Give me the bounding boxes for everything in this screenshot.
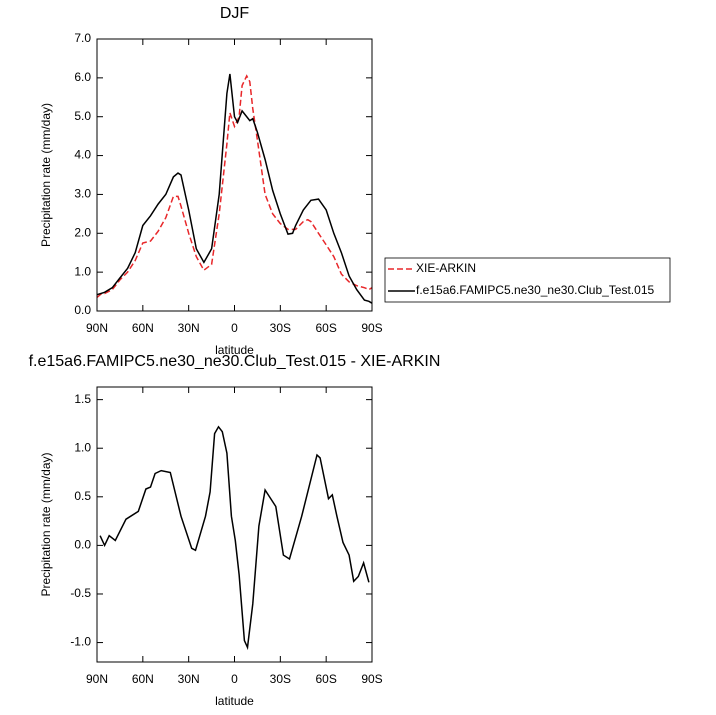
y-tick-label: -1.0 xyxy=(70,635,91,649)
data-line xyxy=(96,73,373,304)
y-tick-label: 4.0 xyxy=(74,148,91,162)
y-tick-label: 0.0 xyxy=(74,538,91,552)
x-tick-label: 60S xyxy=(315,321,336,335)
y-tick-label: 7.0 xyxy=(74,31,91,45)
x-axis-label: latitude xyxy=(215,694,254,708)
x-tick-label: 90N xyxy=(86,321,108,335)
legend-label: XIE-ARKIN xyxy=(416,261,476,275)
x-tick-label: 30S xyxy=(270,321,291,335)
y-axis-label: Precipitation rate (mm/day) xyxy=(39,103,53,247)
y-tick-label: 0.0 xyxy=(74,303,91,317)
plot-frame xyxy=(96,38,373,312)
x-tick-label: 60N xyxy=(132,672,154,686)
y-tick-label: 2.0 xyxy=(74,225,91,239)
y-tick-label: 6.0 xyxy=(74,70,91,84)
x-tick-label: 30N xyxy=(178,672,200,686)
chart-title: f.e15a6.FAMIPC5.ne30_ne30.Club_Test.015 … xyxy=(29,353,441,370)
data-line xyxy=(96,74,373,298)
chart-title: DJF xyxy=(220,5,250,22)
x-tick-label: 90S xyxy=(361,672,382,686)
y-axis-label: Precipitation rate (mm/day) xyxy=(39,452,53,596)
panel: DJF latitude Precipitation rate (mm/day) 90… xyxy=(39,5,671,357)
y-tick-label: 0.5 xyxy=(74,489,91,503)
y-tick-label: 1.5 xyxy=(74,392,91,406)
x-tick-label: 0 xyxy=(231,672,238,686)
x-tick-label: 0 xyxy=(231,321,238,335)
data-line xyxy=(99,425,370,651)
y-tick-label: -0.5 xyxy=(70,586,91,600)
x-tick-label: 60N xyxy=(132,321,154,335)
x-tick-label: 30S xyxy=(270,672,291,686)
legend-box xyxy=(384,257,671,303)
plot-frame xyxy=(96,386,373,663)
x-tick-label: 30N xyxy=(178,321,200,335)
y-tick-label: 1.0 xyxy=(74,264,91,278)
x-tick-label: 60S xyxy=(315,672,336,686)
panel: f.e15a6.FAMIPC5.ne30_ne30.Club_Test.015 … xyxy=(29,353,441,708)
y-tick-label: 3.0 xyxy=(74,187,91,201)
y-tick-label: 5.0 xyxy=(74,109,91,123)
legend-label: f.e15a6.FAMIPC5.ne30_ne30.Club_Test.015 xyxy=(416,283,654,297)
x-tick-label: 90S xyxy=(361,321,382,335)
x-tick-label: 90N xyxy=(86,672,108,686)
x-axis-label: latitude xyxy=(215,343,254,357)
y-tick-label: 1.0 xyxy=(74,440,91,454)
